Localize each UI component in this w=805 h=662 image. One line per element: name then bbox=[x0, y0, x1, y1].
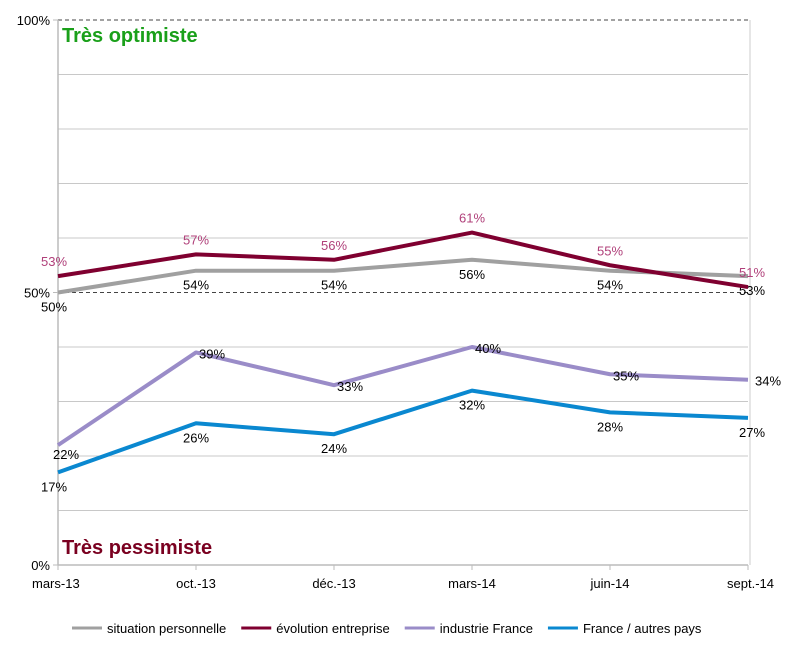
data-label: 50% bbox=[41, 300, 67, 315]
data-label: 61% bbox=[459, 211, 485, 226]
annotation-top: Très optimiste bbox=[62, 25, 198, 47]
legend-label: industrie France bbox=[440, 621, 533, 636]
data-label: 28% bbox=[597, 419, 623, 434]
annotation-bottom: Très pessimiste bbox=[62, 537, 212, 559]
legend-label: France / autres pays bbox=[583, 621, 702, 636]
y-tick-label: 0% bbox=[31, 558, 50, 573]
data-label: 35% bbox=[613, 368, 639, 383]
data-label: 33% bbox=[337, 379, 363, 394]
data-label: 39% bbox=[199, 346, 225, 361]
data-label: 54% bbox=[183, 278, 209, 293]
x-tick-label: sept.-14 bbox=[727, 576, 774, 591]
data-label: 17% bbox=[41, 479, 67, 494]
series-line bbox=[57, 388, 749, 475]
data-label: 26% bbox=[183, 430, 209, 445]
data-label: 55% bbox=[597, 243, 623, 258]
data-label: 32% bbox=[459, 398, 485, 413]
data-label: 56% bbox=[459, 267, 485, 282]
x-tick-label: mars-14 bbox=[448, 576, 496, 591]
data-label: 24% bbox=[321, 441, 347, 456]
series-line bbox=[57, 230, 749, 290]
series-line bbox=[56, 345, 749, 447]
y-tick-label: 100% bbox=[17, 13, 51, 28]
data-label: 40% bbox=[475, 341, 501, 356]
legend-label: évolution entreprise bbox=[276, 621, 389, 636]
data-label: 54% bbox=[597, 278, 623, 293]
x-tick-label: déc.-13 bbox=[312, 576, 355, 591]
x-tick-label: oct.-13 bbox=[176, 576, 216, 591]
data-label: 51% bbox=[739, 265, 765, 280]
data-label: 54% bbox=[321, 278, 347, 293]
x-tick-label: mars-13 bbox=[32, 576, 80, 591]
data-label: 34% bbox=[755, 374, 781, 389]
legend-label: situation personnelle bbox=[107, 621, 226, 636]
data-label: 27% bbox=[739, 425, 765, 440]
x-tick-label: juin-14 bbox=[589, 576, 629, 591]
data-label: 57% bbox=[183, 232, 209, 247]
y-tick-label: 50% bbox=[24, 286, 50, 301]
series-line bbox=[57, 257, 749, 295]
data-label: 56% bbox=[321, 238, 347, 253]
data-label: 53% bbox=[41, 254, 67, 269]
data-label: 22% bbox=[53, 447, 79, 462]
